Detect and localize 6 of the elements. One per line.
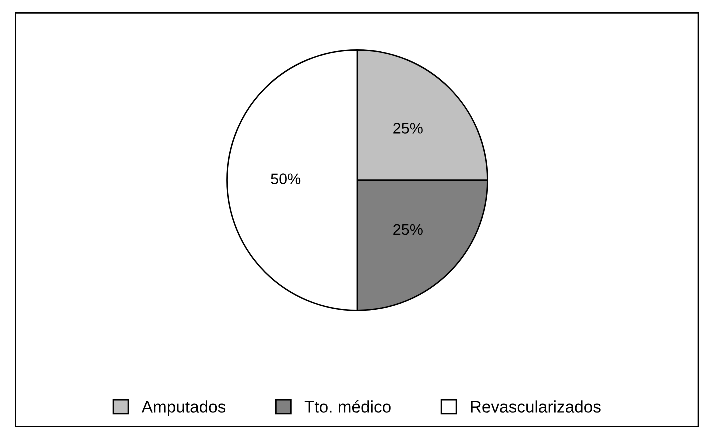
legend-label: Revascularizados	[471, 400, 601, 413]
legend-label: Tto. médico	[304, 400, 391, 413]
legend-label: Amputados	[142, 400, 226, 416]
data-label: 50%	[271, 174, 301, 184]
data-label: 25%	[394, 123, 423, 134]
data-label: 25%	[394, 224, 423, 236]
